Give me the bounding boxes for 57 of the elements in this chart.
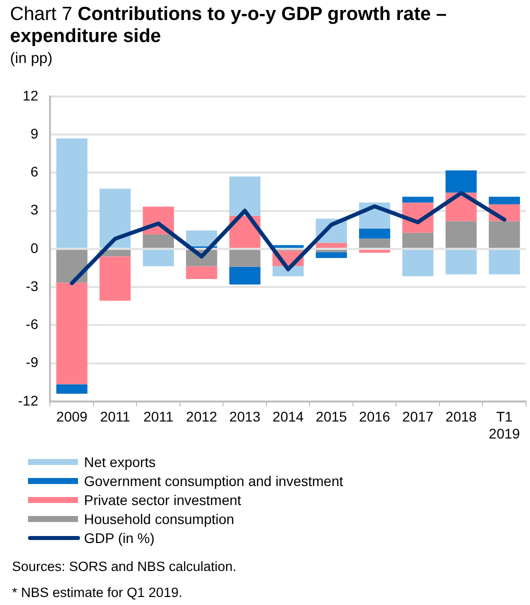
bar	[316, 242, 347, 248]
y-tick-label: 12	[22, 87, 38, 104]
chart-title: Chart 7 Contributions to y-o-y GDP growth rate – expenditure side	[10, 4, 447, 47]
bar	[488, 196, 520, 204]
y-tick-label: -12	[18, 392, 38, 408]
bar	[488, 221, 520, 248]
bar	[359, 238, 390, 248]
legend-label: Household consumption	[84, 510, 234, 526]
bar	[56, 384, 88, 394]
x-tick-label: 2012	[186, 408, 218, 425]
bar	[56, 138, 88, 248]
y-tick-label: -9	[26, 354, 38, 370]
y-tick-label: 9	[30, 125, 38, 142]
y-axis-title: (in pp)	[10, 50, 53, 67]
y-tick-label: 0	[30, 240, 38, 256]
y-tick-label: -3	[26, 278, 38, 294]
bar	[272, 245, 304, 248]
legend-label: Private sector investment	[84, 492, 242, 508]
y-tick-label: 3	[30, 202, 38, 218]
bar	[446, 221, 477, 248]
y-tick-label: -6	[26, 316, 38, 332]
y-tick-label: 6	[30, 164, 38, 180]
bar	[186, 266, 218, 280]
bar	[446, 250, 477, 274]
bar	[186, 230, 218, 246]
x-tick-label: 2011	[143, 408, 174, 425]
bar	[446, 170, 477, 193]
text: * NBS estimate for Q1 2019.	[12, 584, 184, 602]
bar	[316, 252, 347, 258]
bar	[142, 250, 174, 266]
x-tick-label: 2016	[359, 408, 390, 425]
x-tick-label: 2013	[229, 408, 261, 425]
legend-label: Government consumption and investment	[84, 472, 344, 488]
bar	[142, 234, 174, 248]
x-tick-label: 2011	[100, 408, 130, 425]
x-tick-label: 2009	[56, 408, 88, 425]
x-tick-label: T1 2019	[488, 408, 520, 442]
bar	[100, 256, 131, 301]
bar	[402, 196, 434, 203]
x-tick-label: 2017	[402, 408, 434, 425]
bar	[56, 250, 88, 283]
bar	[402, 232, 434, 248]
bar	[488, 250, 520, 274]
bar	[100, 188, 131, 248]
bar	[56, 282, 88, 384]
x-tick-label: 2014	[272, 408, 304, 425]
x-tick-label: 2015	[316, 408, 348, 425]
bar	[229, 250, 260, 267]
bar	[402, 250, 434, 276]
bar	[359, 228, 390, 239]
legend-label: Net exports	[84, 454, 156, 470]
source-note: Sources: SORS and NBS calculation.	[12, 558, 236, 576]
legend-label: GDP (in %)	[84, 530, 155, 546]
bar	[229, 266, 260, 284]
x-tick-label: 2018	[446, 408, 477, 425]
bar	[229, 176, 260, 216]
bar	[316, 250, 347, 252]
